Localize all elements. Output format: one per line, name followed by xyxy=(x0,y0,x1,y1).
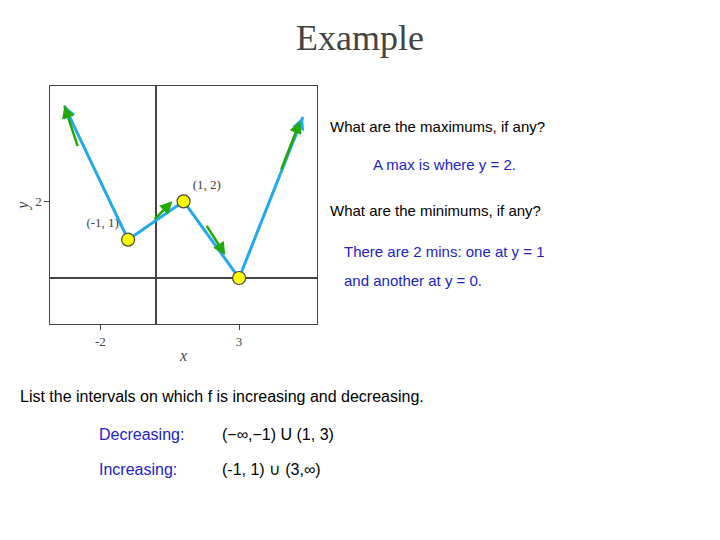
svg-text:(−∞,−1) U (1, 3): (−∞,−1) U (1, 3) xyxy=(222,426,334,443)
svg-text:Increasing:: Increasing: xyxy=(99,461,177,478)
svg-text:A max is where y = 2.: A max is where y = 2. xyxy=(373,156,516,173)
svg-text:2: 2 xyxy=(35,194,42,209)
svg-text:List the intervals on which f: List the intervals on which f is increas… xyxy=(20,388,424,405)
svg-text:Example: Example xyxy=(296,18,424,58)
svg-text:(-1, 1) ∪ (3,∞): (-1, 1) ∪ (3,∞) xyxy=(222,461,321,478)
svg-text:(-1, 1): (-1, 1) xyxy=(86,215,119,230)
svg-text:Decreasing:: Decreasing: xyxy=(99,426,184,443)
svg-text:-2: -2 xyxy=(95,334,106,349)
svg-text:x: x xyxy=(179,347,187,364)
svg-text:and another at y = 0.: and another at y = 0. xyxy=(344,272,482,289)
svg-text:3: 3 xyxy=(236,334,243,349)
svg-text:(1, 2): (1, 2) xyxy=(193,177,221,192)
svg-text:What are the minimums, if any?: What are the minimums, if any? xyxy=(330,202,541,219)
svg-text:What are the maximums, if any?: What are the maximums, if any? xyxy=(330,118,545,135)
svg-text:y: y xyxy=(14,201,32,211)
svg-text:There are 2 mins: one at y = 1: There are 2 mins: one at y = 1 xyxy=(344,243,545,260)
